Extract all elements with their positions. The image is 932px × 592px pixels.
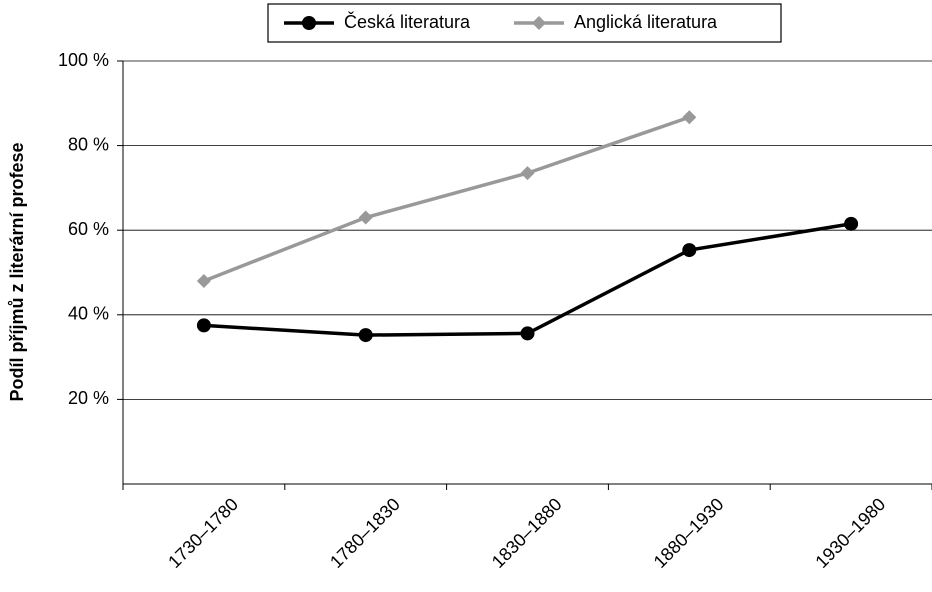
y-tick-label: 80 %	[68, 134, 109, 154]
marker	[358, 328, 373, 343]
x-tick-label: 1880–1930	[650, 494, 728, 572]
marker	[682, 243, 697, 258]
x-tick-label: 1930–1980	[811, 494, 889, 572]
marker	[844, 216, 859, 231]
x-tick-label: 1780–1830	[326, 494, 404, 572]
marker	[682, 110, 697, 125]
marker	[520, 166, 535, 181]
marker	[196, 318, 211, 333]
y-tick-label: 60 %	[68, 219, 109, 239]
y-axis-title: Podíl příjmů z literární profese	[7, 142, 27, 401]
legend-label: Česká literatura	[344, 11, 471, 32]
y-tick-label: 40 %	[68, 304, 109, 324]
marker	[532, 16, 546, 30]
y-tick-label: 20 %	[68, 388, 109, 408]
y-tick-label: 100 %	[58, 50, 109, 70]
marker	[520, 326, 535, 341]
x-tick-label: 1730–1780	[164, 494, 242, 572]
x-tick-label: 1830–1880	[488, 494, 566, 572]
marker	[196, 273, 211, 288]
marker	[302, 16, 316, 30]
series-line	[203, 115, 690, 283]
legend-label: Anglická literatura	[574, 12, 718, 32]
marker	[358, 210, 373, 225]
series-line	[203, 222, 852, 337]
